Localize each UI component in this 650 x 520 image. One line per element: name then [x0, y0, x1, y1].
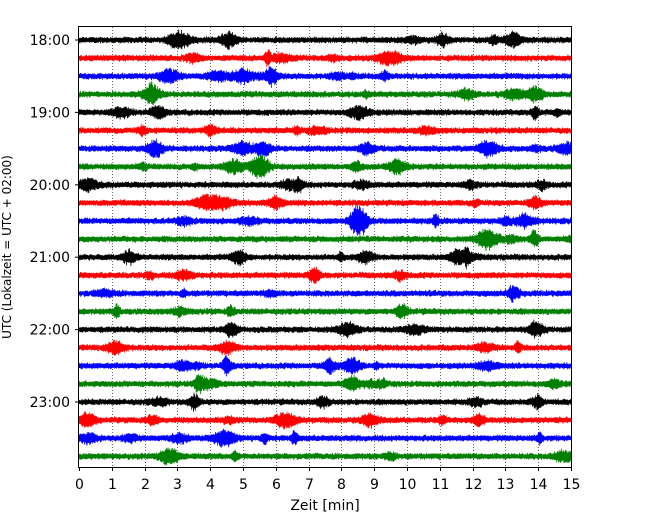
trace-1930	[78, 138, 572, 159]
plot-frame	[78, 26, 572, 468]
trace-2200	[78, 319, 572, 339]
trace-1915	[78, 123, 572, 138]
x-tick-label-15: 15	[563, 477, 581, 493]
trace-2115	[78, 266, 572, 285]
x-tick-label-5: 5	[239, 477, 248, 493]
trace-2315	[78, 411, 572, 430]
grid-lines	[112, 27, 539, 467]
trace-1830	[78, 66, 572, 89]
trace-2145	[78, 303, 572, 320]
x-tick-label-1: 1	[108, 477, 117, 493]
x-tick-label-6: 6	[272, 477, 281, 493]
trace-1945	[78, 154, 572, 180]
y-tick-label-4: 22:00	[30, 323, 70, 339]
trace-2000	[78, 175, 572, 194]
y-tick-label-0: 18:00	[30, 33, 70, 49]
y-tick-label-2: 20:00	[30, 178, 70, 194]
trace-2300	[78, 392, 572, 412]
trace-2030	[78, 204, 572, 236]
trace-2215	[78, 339, 572, 356]
trace-2230	[78, 354, 572, 377]
y-axis-label: UTC (Lokalzeit = UTC + 02:00)	[0, 155, 14, 339]
trace-2330	[78, 428, 572, 448]
x-tick-label-10: 10	[399, 477, 417, 493]
trace-1845	[78, 81, 572, 106]
x-tick-label-14: 14	[530, 477, 548, 493]
trace-group	[78, 29, 572, 466]
trace-2100	[78, 246, 572, 270]
x-tick-label-2: 2	[141, 477, 150, 493]
trace-2045	[78, 228, 572, 252]
x-tick-label-11: 11	[432, 477, 450, 493]
y-tick-label-3: 21:00	[30, 250, 70, 266]
y-tick-label-5: 23:00	[30, 395, 70, 411]
x-tick-label-7: 7	[305, 477, 314, 493]
x-tick-label-8: 8	[337, 477, 346, 493]
trace-2245	[78, 373, 572, 395]
x-axis-label: Zeit [min]	[290, 498, 359, 514]
y-axis-ticks: 18:00 19:00 20:00 21:00 22:00 23:00	[30, 33, 79, 411]
x-tick-label-9: 9	[370, 477, 379, 493]
trace-1815	[78, 49, 572, 68]
trace-2130	[78, 284, 572, 304]
x-axis-ticks: 0 1 2 3 4 5 6 7 8 9 10 11 12 13 14 15	[75, 467, 580, 493]
trace-1800	[78, 29, 572, 50]
x-tick-label-3: 3	[173, 477, 182, 493]
trace-1900	[78, 104, 572, 122]
x-tick-label-13: 13	[497, 477, 515, 493]
x-tick-label-12: 12	[465, 477, 483, 493]
x-tick-label-4: 4	[206, 477, 215, 493]
y-tick-label-1: 19:00	[30, 105, 70, 121]
trace-2015	[78, 193, 572, 212]
trace-2345	[78, 447, 572, 466]
x-tick-label-0: 0	[75, 477, 84, 493]
